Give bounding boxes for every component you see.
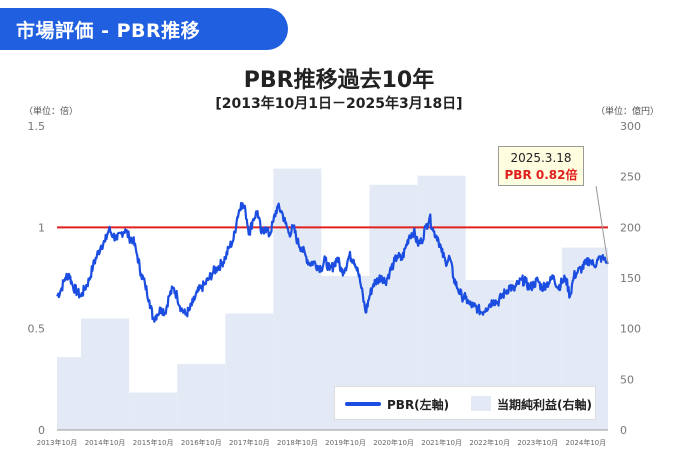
x-tick-label-7: 2020年10月 [373, 438, 414, 447]
annotation-leader [595, 185, 609, 264]
x-tick-label-3: 2016年10月 [181, 438, 222, 447]
x-tick-label-6: 2019年10月 [325, 438, 366, 447]
left-tick-label-1: 0.5 [28, 323, 46, 336]
x-tick-label-0: 2013年10月 [37, 438, 78, 447]
right-tick-label-6: 300 [620, 120, 641, 133]
right-tick-label-4: 200 [620, 221, 641, 234]
legend-pbr-swatch [345, 402, 381, 406]
left-axis-unit: （単位：倍） [24, 105, 78, 117]
right-tick-label-5: 250 [620, 171, 641, 184]
annotation-callout: 2025.3.18 PBR 0.82倍 [498, 146, 584, 186]
right-tick-label-0: 0 [620, 424, 627, 437]
annotation-date: 2025.3.18 [510, 151, 572, 165]
axes: 0 0.5 1 1.5 0 50 100 150 200 250 300 2013年10月 2014年1… [28, 120, 642, 447]
legend-profit-swatch [471, 396, 491, 411]
legend-pbr-label: PBR(左軸) [387, 398, 450, 412]
annotation-leader-group [595, 185, 609, 264]
legend-profit-label: 当期純利益(右軸) [497, 398, 592, 412]
chart-subtitle: [2013年10月1日－2025年3月18日] [215, 96, 463, 112]
profit-bar-1 [81, 318, 130, 430]
x-tick-label-1: 2014年10月 [85, 438, 126, 447]
x-tick-label-4: 2017年10月 [229, 438, 270, 447]
x-tick-label-5: 2018年10月 [277, 438, 318, 447]
x-tick-label-9: 2022年10月 [469, 438, 510, 447]
pbr-line-0 [56, 201, 609, 323]
chart-title: PBR推移過去10年 [243, 68, 435, 93]
left-tick-label-2: 1 [38, 221, 45, 234]
chart-legend: PBR(左軸) 当期純利益(右軸) [334, 386, 596, 420]
left-tick-label-3: 1.5 [28, 120, 46, 133]
profit-bar-2 [129, 392, 178, 430]
section-header: 市場評価 - PBR推移 [0, 8, 288, 50]
profit-bar-0 [57, 357, 82, 430]
x-tick-label-2: 2015年10月 [133, 438, 174, 447]
section-header-label: 市場評価 - PBR推移 [16, 20, 201, 42]
right-tick-label-3: 150 [620, 272, 641, 285]
x-tick-label-10: 2023年10月 [517, 438, 558, 447]
profit-bar-4 [225, 313, 274, 430]
right-tick-label-2: 100 [620, 323, 641, 336]
profit-bar-5 [273, 168, 322, 430]
x-tick-label-11: 2024年10月 [566, 438, 607, 447]
x-tick-label-8: 2021年10月 [421, 438, 462, 447]
right-tick-label-1: 50 [620, 373, 634, 386]
right-axis-unit: （単位：億円） [596, 105, 659, 117]
left-tick-label-0: 0 [38, 424, 45, 437]
profit-bar-3 [177, 364, 226, 430]
annotation-value: PBR 0.82倍 [504, 168, 578, 182]
pbr-series [56, 201, 609, 323]
